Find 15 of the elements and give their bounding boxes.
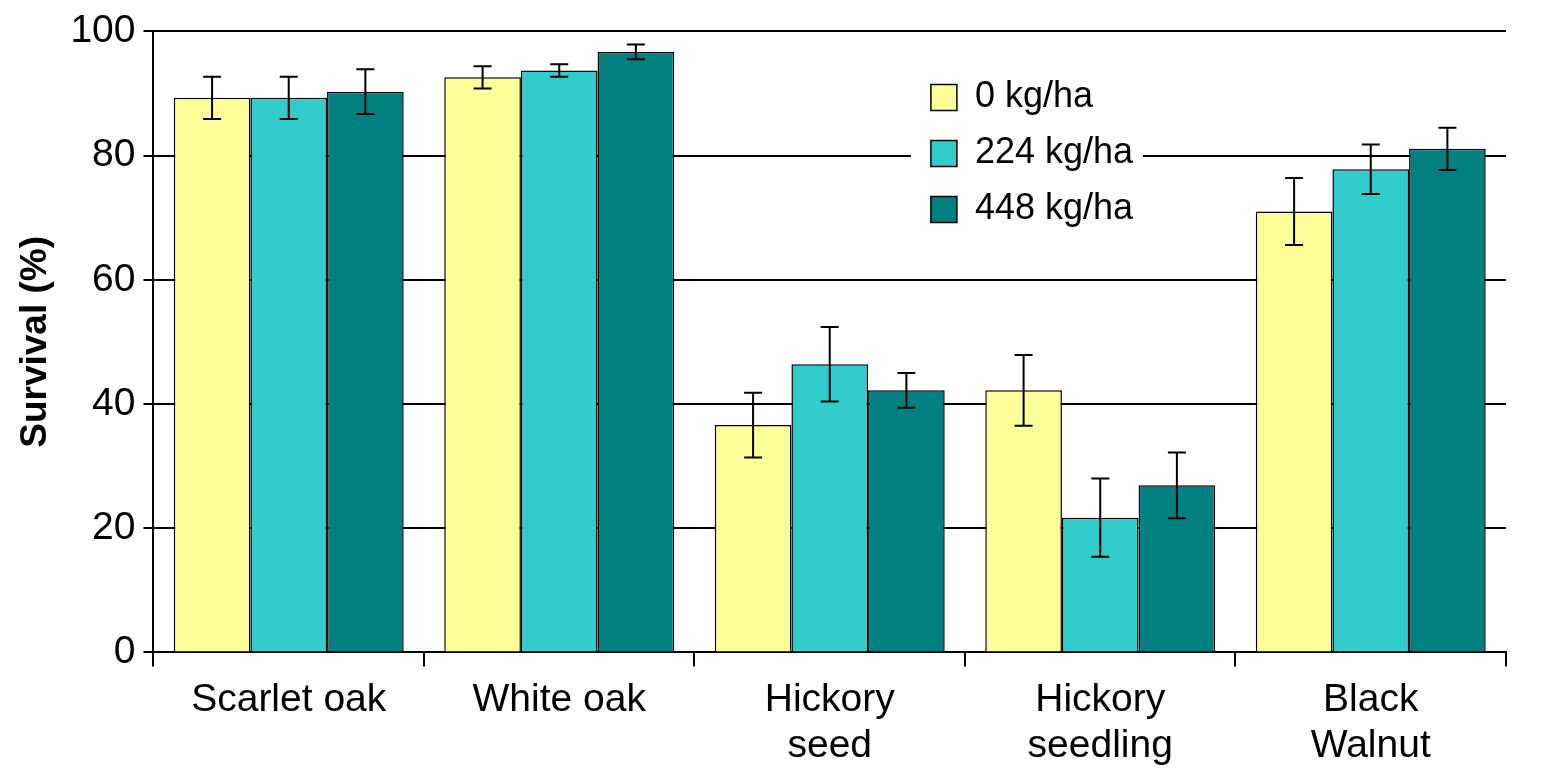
- y-axis-title: Survival (%): [13, 236, 55, 448]
- y-tick-label: 40: [92, 379, 136, 423]
- y-tick-label: 100: [70, 7, 136, 51]
- y-tick-label: 0: [113, 628, 136, 672]
- x-tick-label: Hickory seedling: [1027, 675, 1173, 766]
- x-tick-label: White oak: [472, 675, 647, 719]
- y-tick-label: 60: [92, 255, 136, 299]
- y-tick-label: 20: [92, 503, 136, 547]
- x-tick-label: Scarlet oak: [191, 675, 387, 719]
- legend-label: 224 kg/ha: [974, 130, 1134, 172]
- y-tick-label: 80: [92, 131, 136, 175]
- legend-label: 448 kg/ha: [974, 186, 1134, 228]
- legend-label: 0 kg/ha: [974, 74, 1094, 116]
- x-tick-label: Hickory seed: [764, 675, 896, 766]
- x-tick-label: Black Walnut: [1310, 675, 1431, 766]
